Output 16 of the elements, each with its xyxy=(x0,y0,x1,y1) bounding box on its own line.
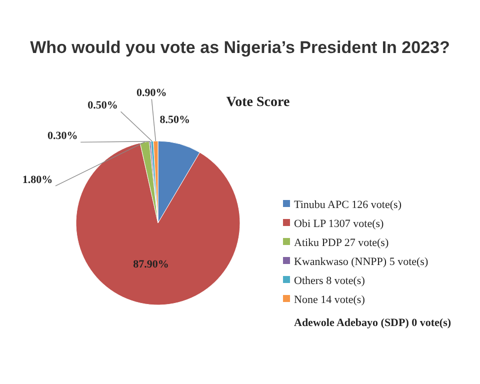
data-label: 1.80% xyxy=(22,174,53,186)
legend-label: Tinubu APC 126 vote(s) xyxy=(294,199,402,211)
legend-label: Kwankwaso (NNPP) 5 vote(s) xyxy=(294,256,428,268)
data-label: 8.50% xyxy=(160,114,190,126)
pie-slice xyxy=(76,142,240,306)
data-label: 87.90% xyxy=(133,258,169,271)
data-label: 0.90% xyxy=(136,87,167,100)
legend-label: Obi LP 1307 vote(s) xyxy=(294,218,384,230)
data-label: 0.50% xyxy=(88,100,118,112)
text: Adewole Adebayo (SDP) 0 vote(s) xyxy=(294,317,452,329)
legend-label: Atiku PDP 27 vote(s) xyxy=(294,237,389,249)
chart-title: Who would you vote as Nigeria’s President In 2023? xyxy=(30,38,450,57)
legend-label: None 14 vote(s) xyxy=(294,294,366,306)
legend-label: Others 8 vote(s) xyxy=(294,275,366,287)
data-label: 0.30% xyxy=(47,130,78,142)
chart-subtitle: Vote Score xyxy=(226,95,290,110)
